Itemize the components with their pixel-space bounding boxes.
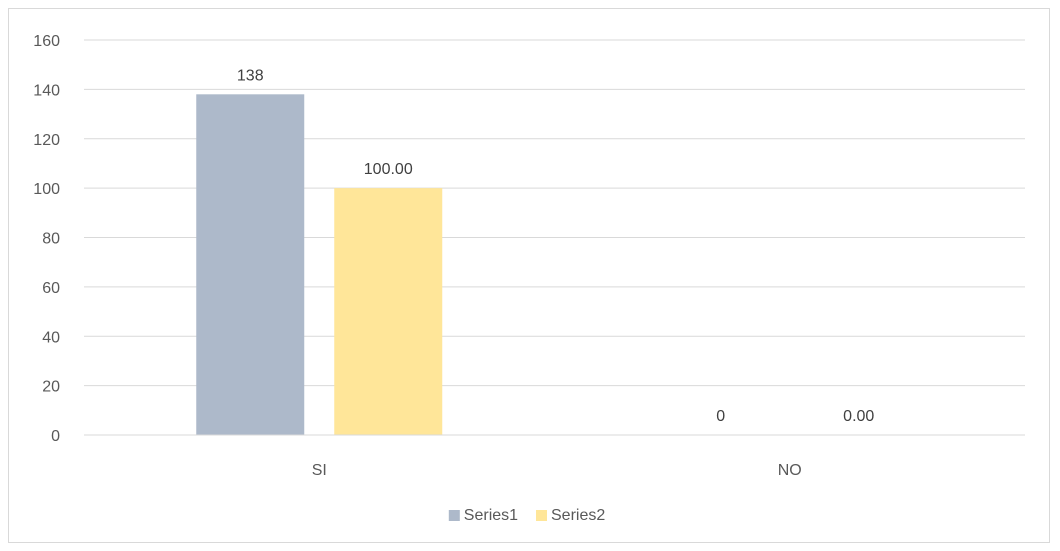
y-tick-label: 120 <box>33 132 60 149</box>
legend-swatch <box>536 510 547 521</box>
legend-label: Series2 <box>551 507 605 524</box>
chart-frame <box>8 8 1050 543</box>
data-label: 138 <box>237 67 264 84</box>
bar-series2-si <box>334 188 443 435</box>
data-labels: 138 100.00 0 0.00 <box>237 67 875 425</box>
y-tick-label: 160 <box>33 33 60 50</box>
legend-label: Series1 <box>464 507 518 524</box>
data-label: 0.00 <box>843 408 874 425</box>
y-tick-label: 0 <box>51 428 60 445</box>
x-tick-label: NO <box>778 462 802 479</box>
y-axis: 0 20 40 60 80 100 120 140 160 <box>33 33 60 445</box>
legend: Series1 Series2 <box>448 507 605 524</box>
data-label: 100.00 <box>364 161 413 178</box>
y-tick-label: 100 <box>33 181 60 198</box>
y-tick-label: 40 <box>42 329 60 346</box>
y-tick-label: 80 <box>42 231 60 248</box>
x-tick-label: SI <box>312 462 327 479</box>
data-label: 0 <box>716 408 725 425</box>
y-tick-label: 20 <box>42 379 60 396</box>
y-tick-label: 60 <box>42 280 60 297</box>
x-axis: SI NO <box>84 434 1025 479</box>
bar-series1-si <box>196 94 305 435</box>
bars <box>196 94 443 435</box>
y-tick-label: 140 <box>33 82 60 99</box>
legend-swatch <box>448 510 460 521</box>
